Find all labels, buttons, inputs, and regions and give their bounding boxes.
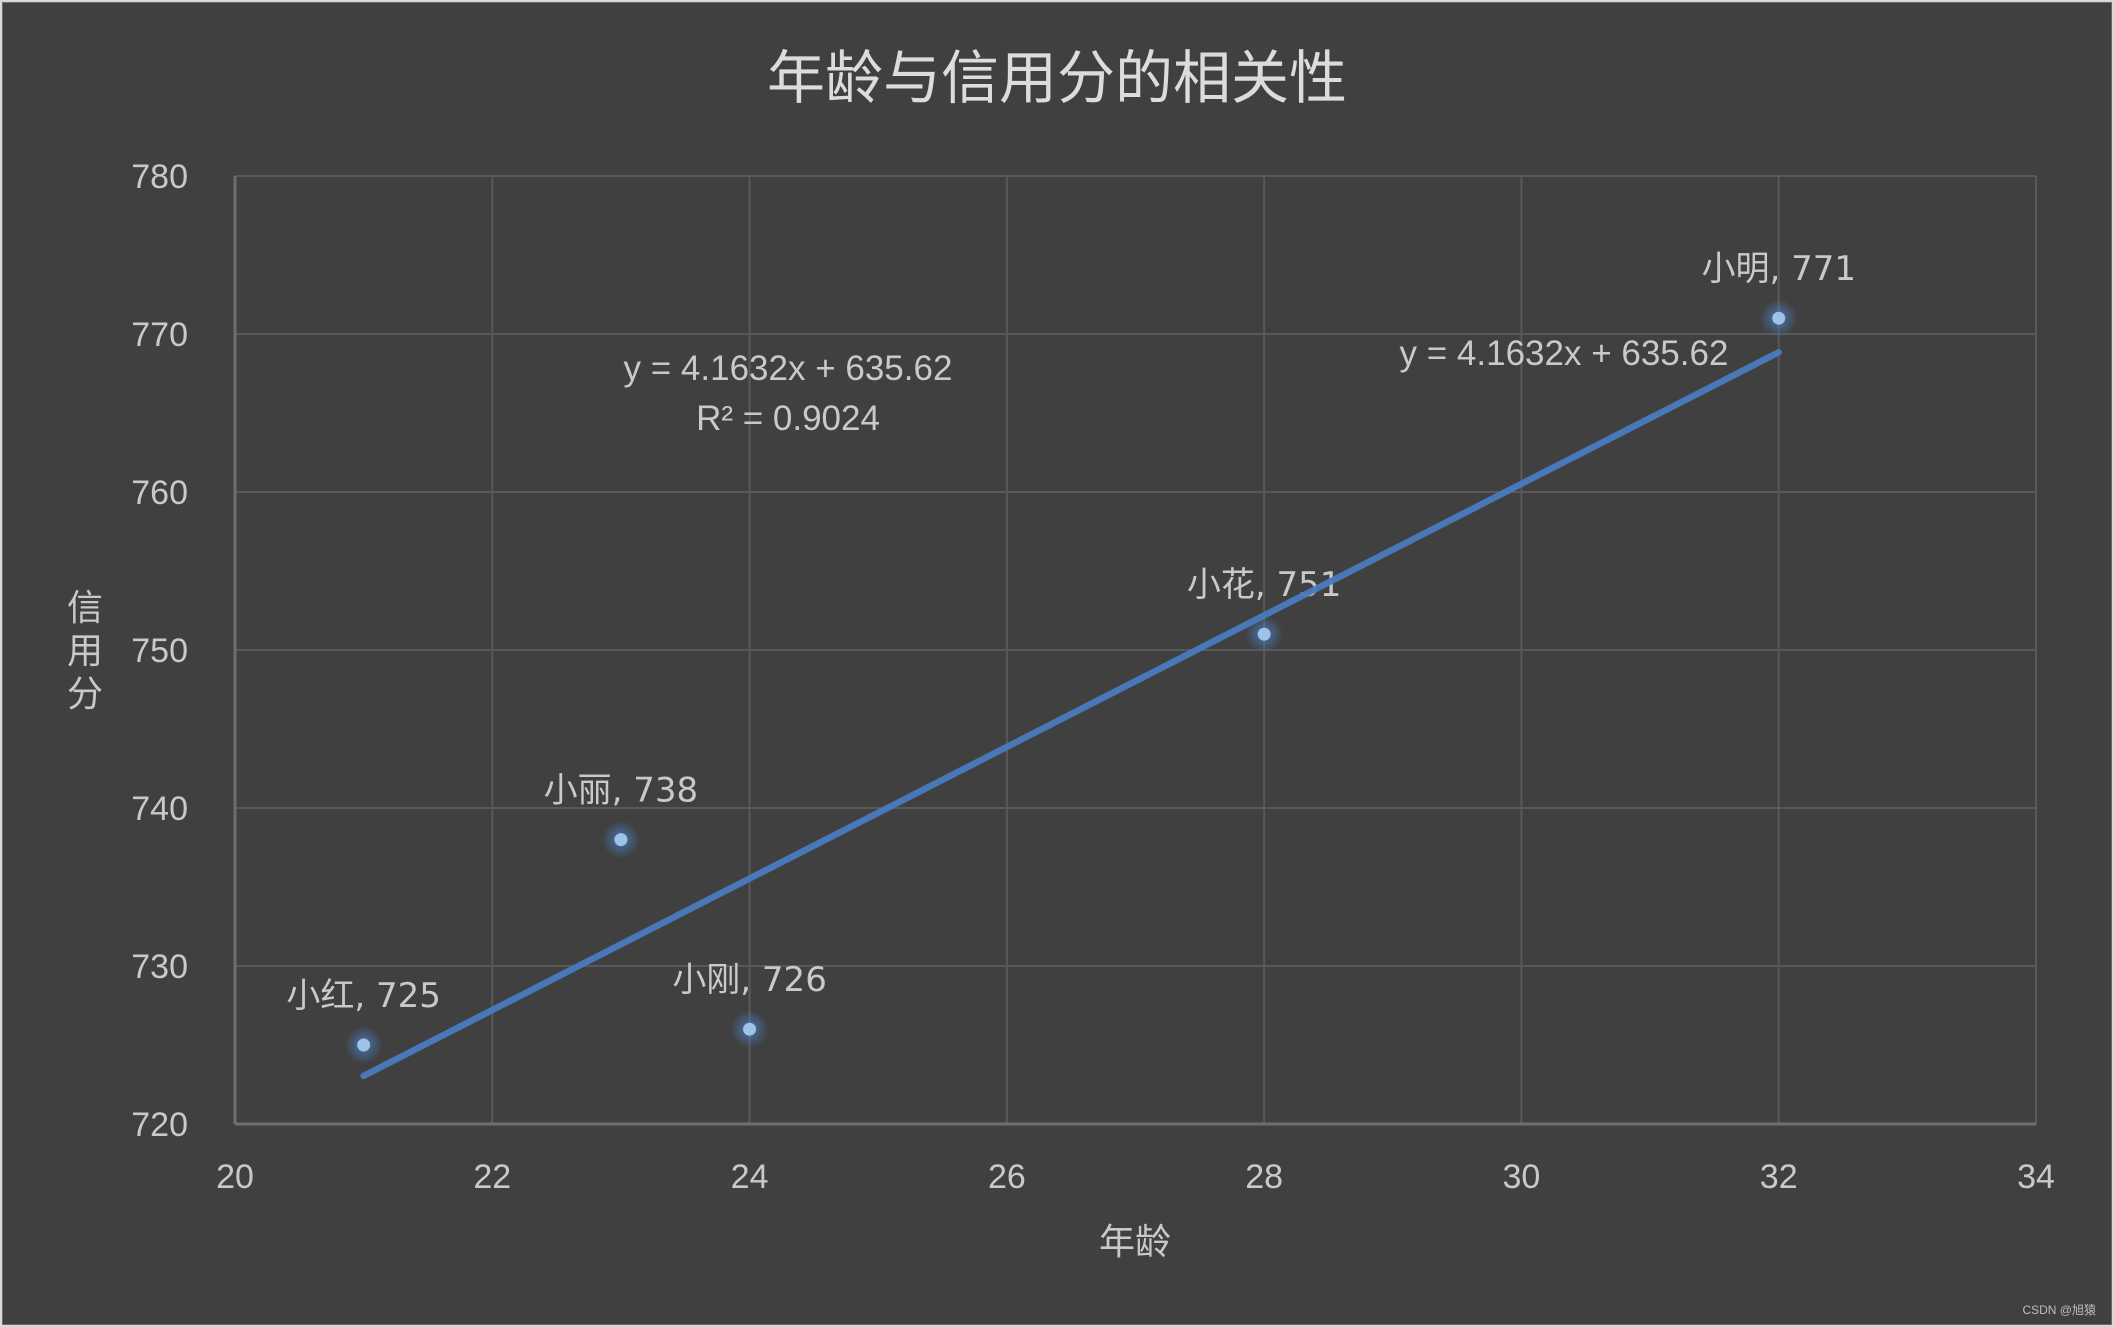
trendline <box>360 349 1782 1080</box>
x-tick-label: 24 <box>731 1158 769 1196</box>
x-tick-label: 34 <box>2017 1158 2055 1196</box>
y-axis-ticks: 720 730 740 750 760 770 780 <box>131 158 188 1144</box>
data-label: 小丽, 738 <box>544 771 699 811</box>
x-tick-label: 26 <box>988 1158 1026 1196</box>
x-axis-title: 年龄 <box>1099 1222 1171 1263</box>
trendline-equation-label-secondary: y = 4.1632x + 635.62 <box>1400 334 1729 373</box>
y-tick-label: 730 <box>131 948 188 986</box>
x-tick-label: 30 <box>1503 1158 1541 1196</box>
marker-dot-icon <box>614 833 628 847</box>
y-tick-label: 780 <box>131 158 188 196</box>
y-tick-label: 720 <box>131 1106 188 1144</box>
y-axis-title-char: 信 <box>67 588 103 629</box>
data-points <box>344 299 1798 1064</box>
marker-dot-icon <box>1772 311 1786 325</box>
x-tick-label: 32 <box>1760 1158 1798 1196</box>
data-point[interactable] <box>730 1010 769 1049</box>
data-point[interactable] <box>344 1026 383 1064</box>
data-label: 小红, 725 <box>286 976 441 1016</box>
x-tick-label: 22 <box>473 1158 511 1196</box>
y-tick-label: 740 <box>131 790 188 828</box>
y-tick-label: 750 <box>131 632 188 670</box>
x-axis-ticks: 20 22 24 26 28 30 32 34 <box>216 1158 2055 1196</box>
data-labels: 小红, 725 小丽, 738 小刚, 726 小花, 751 小明, 771 <box>286 249 1856 1016</box>
trendline-r2-label: R² = 0.9024 <box>696 399 880 438</box>
y-axis-title-char: 用 <box>67 631 103 672</box>
y-tick-label: 770 <box>131 316 188 354</box>
watermark: CSDN @旭猿 <box>2022 1302 2096 1317</box>
data-label: 小刚, 726 <box>672 960 827 1000</box>
marker-dot-icon <box>743 1022 757 1036</box>
data-point[interactable] <box>1759 299 1798 338</box>
y-axis-title-char: 分 <box>67 674 103 715</box>
marker-dot-icon <box>357 1038 371 1052</box>
data-point[interactable] <box>601 820 640 859</box>
marker-dot-icon <box>1257 627 1271 641</box>
chart-title: 年龄与信用分的相关性 <box>767 44 1347 112</box>
trendline-equation-label: y = 4.1632x + 635.62 <box>624 349 953 388</box>
x-tick-label: 20 <box>216 1158 254 1196</box>
gridlines <box>233 175 2037 1126</box>
y-tick-label: 760 <box>131 474 188 512</box>
y-axis-title: 信用分 <box>67 588 103 715</box>
data-point[interactable] <box>1245 615 1284 654</box>
trendline-path[interactable] <box>360 349 1782 1080</box>
data-label: 小明, 771 <box>1701 249 1856 289</box>
data-label: 小花, 751 <box>1187 565 1342 605</box>
x-tick-label: 28 <box>1245 1158 1283 1196</box>
